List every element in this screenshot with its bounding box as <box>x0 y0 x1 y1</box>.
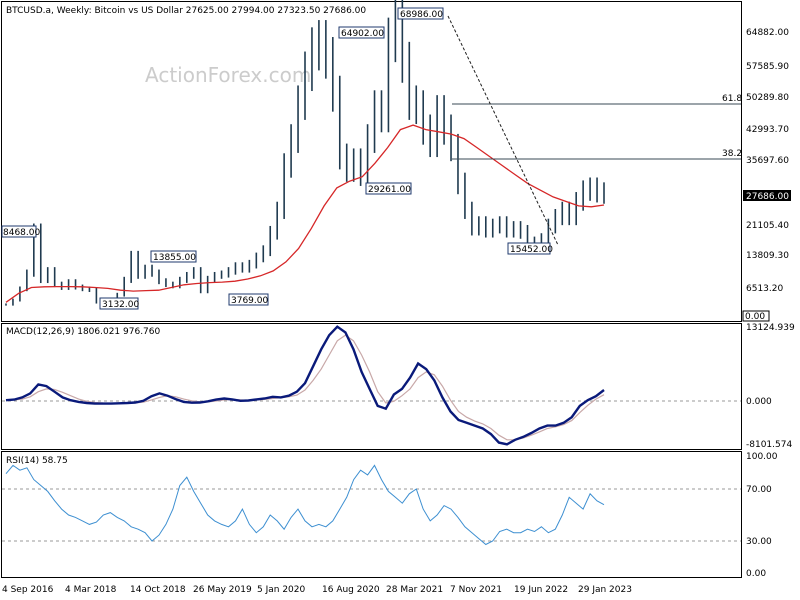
x-axis: 4 Sep 2016 4 Mar 2018 14 Oct 2018 26 May… <box>2 585 632 595</box>
annotation-box <box>397 7 444 20</box>
macd-lines <box>5 325 605 446</box>
rsi-tick-label: 100.00 <box>746 452 778 462</box>
x-tick-label: 16 Aug 2020 <box>322 585 380 595</box>
zero-price-tag <box>742 310 770 322</box>
annotation-box <box>507 242 551 255</box>
price-tick-label: 21105.40 <box>746 221 789 231</box>
annotation-label: 29261.00 <box>368 185 411 195</box>
price-bars <box>5 0 605 306</box>
x-tick-label: 7 Nov 2021 <box>450 585 502 595</box>
current-price-label: 27686.00 <box>746 192 789 202</box>
fib-382-label: 38.2 <box>722 149 742 159</box>
trend-line <box>447 15 559 246</box>
annotation-box <box>1 225 37 238</box>
price-tick-label: 0.00 <box>745 312 765 322</box>
rsi-tick-label: 0.00 <box>746 569 766 579</box>
annotation-label: 8468.00 <box>3 228 40 238</box>
price-tick-label: 42993.70 <box>746 125 789 135</box>
rsi-path <box>5 464 605 546</box>
x-tick-label: 4 Sep 2016 <box>2 585 54 595</box>
fib-618-label: 61.8 <box>722 94 742 104</box>
moving-average <box>5 124 605 303</box>
annotation-box <box>365 182 412 195</box>
annotation-box <box>338 26 385 39</box>
watermark: ActionForex.com <box>145 63 311 87</box>
annotation-label: 64902.00 <box>341 29 384 39</box>
rsi-tick-label: 30.00 <box>746 537 772 547</box>
annotations: 8468.00 3132.00 13855.00 3769.00 64902.0… <box>1 7 553 310</box>
chart-title: BTCUSD.a, Weekly: Bitcoin vs US Dollar 2… <box>6 6 366 16</box>
macd-panel-frame <box>1 323 742 450</box>
annotation-label: 3132.00 <box>102 300 139 310</box>
annotation-box <box>99 297 139 310</box>
price-y-axis: 64882.00 57585.90 50289.80 42993.70 3569… <box>742 28 791 322</box>
macd-label: MACD(12,26,9) 1806.021 976.760 <box>6 327 161 337</box>
current-price-tag <box>743 190 791 201</box>
annotation-box <box>150 250 197 263</box>
rsi-line <box>5 464 605 546</box>
macd-tick-label: -8101.574 <box>746 440 792 450</box>
rsi-label: RSI(14) 58.75 <box>6 456 68 466</box>
x-tick-label: 29 Jan 2023 <box>578 585 632 595</box>
price-tick-label: 35697.60 <box>746 156 789 166</box>
macd-tick-label: 13124.939 <box>746 323 795 333</box>
rsi-tick-label: 70.00 <box>746 485 772 495</box>
macd-main-line <box>5 325 605 446</box>
ma-line <box>5 124 605 303</box>
rsi-panel-frame <box>1 451 742 578</box>
price-tick-label: 6513.20 <box>746 284 783 294</box>
x-tick-label: 14 Oct 2018 <box>130 585 186 595</box>
price-tick-label: 64882.00 <box>746 28 789 38</box>
price-tick-label: 57585.90 <box>746 62 789 72</box>
x-tick-label: 19 Jun 2022 <box>514 585 568 595</box>
price-tick-label: 13809.30 <box>746 251 789 261</box>
macd-tick-label: 0.000 <box>746 397 772 407</box>
x-tick-label: 28 Mar 2021 <box>386 585 443 595</box>
price-tick-label: 50289.80 <box>746 93 789 103</box>
annotation-box <box>228 293 269 306</box>
annotation-label: 3769.00 <box>231 296 268 306</box>
annotation-label: 15452.00 <box>510 245 553 255</box>
price-panel-frame <box>1 1 742 322</box>
annotation-label: 13855.00 <box>153 253 196 263</box>
x-tick-label: 26 May 2019 <box>193 585 252 595</box>
annotation-label: 68986.00 <box>400 10 443 20</box>
x-tick-label: 4 Mar 2018 <box>65 585 117 595</box>
x-tick-label: 5 Jan 2020 <box>257 585 305 595</box>
